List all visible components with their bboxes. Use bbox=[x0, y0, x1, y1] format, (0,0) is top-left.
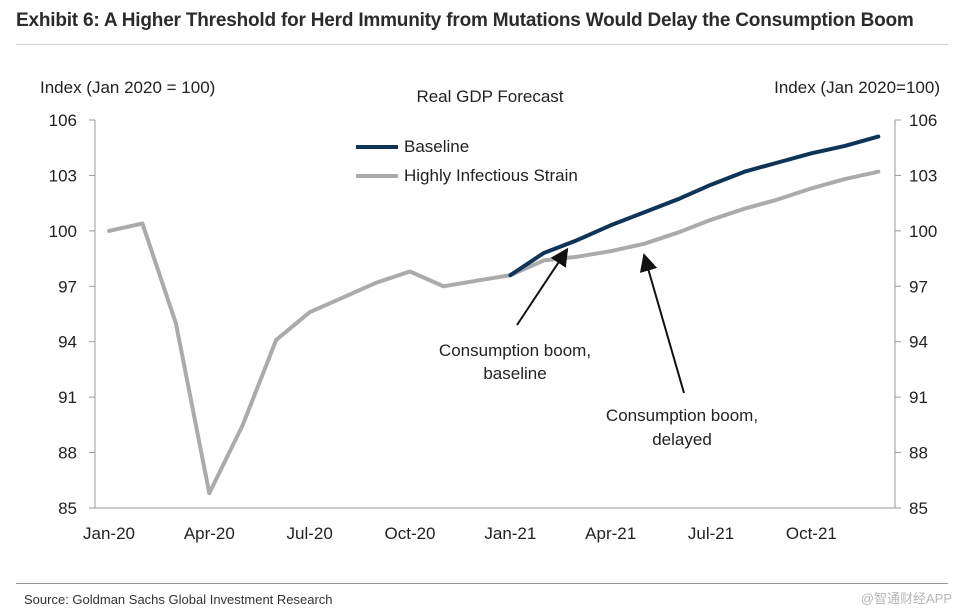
annotation-baseline-line1: Consumption boom, bbox=[439, 341, 591, 360]
y-tick-label-left-91: 91 bbox=[58, 388, 77, 407]
y-tick-label-right-100: 100 bbox=[909, 222, 937, 241]
x-tick-label-oct-21: Oct-21 bbox=[786, 524, 837, 543]
y-tick-label-left-103: 103 bbox=[49, 166, 77, 185]
x-tick-label-oct-20: Oct-20 bbox=[385, 524, 436, 543]
x-tick-label-jul-21: Jul-21 bbox=[688, 524, 734, 543]
y-tick-label-right-97: 97 bbox=[909, 277, 928, 296]
y-tick-label-right-88: 88 bbox=[909, 444, 928, 463]
y-tick-label-right-85: 85 bbox=[909, 499, 928, 518]
arrow-consumption-boom-baseline bbox=[516, 247, 569, 326]
y-tick-label-right-106: 106 bbox=[909, 111, 937, 130]
y-tick-label-right-103: 103 bbox=[909, 166, 937, 185]
footer-divider bbox=[16, 583, 948, 584]
series-line-highly-infectious-strain bbox=[107, 169, 881, 496]
y-tick-label-left-85: 85 bbox=[58, 499, 77, 518]
annotation-delayed-line2: delayed bbox=[652, 430, 712, 449]
x-axis: Jan-20 Apr-20 Jul-20 Oct-20 Jan-21 Apr-21 Jul-… bbox=[83, 507, 895, 543]
series-line-baseline bbox=[508, 134, 881, 278]
arrow-consumption-boom-delayed bbox=[639, 253, 685, 394]
y-tick-label-right-94: 94 bbox=[909, 333, 928, 352]
y-tick-label-right-91: 91 bbox=[909, 388, 928, 407]
annotation-baseline-line2: baseline bbox=[483, 364, 546, 383]
y-tick-label-left-88: 88 bbox=[58, 444, 77, 463]
legend: Baseline Highly Infectious Strain bbox=[356, 137, 578, 185]
watermark: @智通财经APP bbox=[860, 591, 952, 606]
chart-title: Real GDP Forecast bbox=[416, 87, 563, 106]
legend-label-baseline: Baseline bbox=[404, 137, 469, 156]
source-note: Source: Goldman Sachs Global Investment … bbox=[24, 592, 333, 607]
x-tick-label-apr-20: Apr-20 bbox=[184, 524, 235, 543]
annotation-baseline: Consumption boom, baseline bbox=[439, 247, 591, 383]
title-divider bbox=[16, 44, 948, 45]
y-axis-right-label: Index (Jan 2020=100) bbox=[774, 78, 940, 97]
y-tick-label-left-97: 97 bbox=[58, 277, 77, 296]
y-axis-left-label: Index (Jan 2020 = 100) bbox=[40, 78, 215, 97]
exhibit-title: Exhibit 6: A Higher Threshold for Herd I… bbox=[16, 10, 914, 31]
x-tick-label-jan-21: Jan-21 bbox=[484, 524, 536, 543]
x-tick-label-apr-21: Apr-21 bbox=[585, 524, 636, 543]
y-axis-right: 85 88 91 94 97 100 103 106 bbox=[894, 111, 937, 518]
y-axis-left: 85 88 91 94 97 100 103 106 bbox=[49, 111, 96, 518]
annotation-delayed-line1: Consumption boom, bbox=[606, 406, 758, 425]
y-tick-label-left-106: 106 bbox=[49, 111, 77, 130]
annotation-delayed: Consumption boom, delayed bbox=[606, 253, 758, 449]
y-tick-label-left-94: 94 bbox=[58, 333, 77, 352]
legend-label-highly-infectious-strain: Highly Infectious Strain bbox=[404, 166, 578, 185]
x-tick-label-jan-20: Jan-20 bbox=[83, 524, 135, 543]
x-tick-label-jul-20: Jul-20 bbox=[287, 524, 333, 543]
y-tick-label-left-100: 100 bbox=[49, 222, 77, 241]
series-layer bbox=[107, 134, 881, 496]
